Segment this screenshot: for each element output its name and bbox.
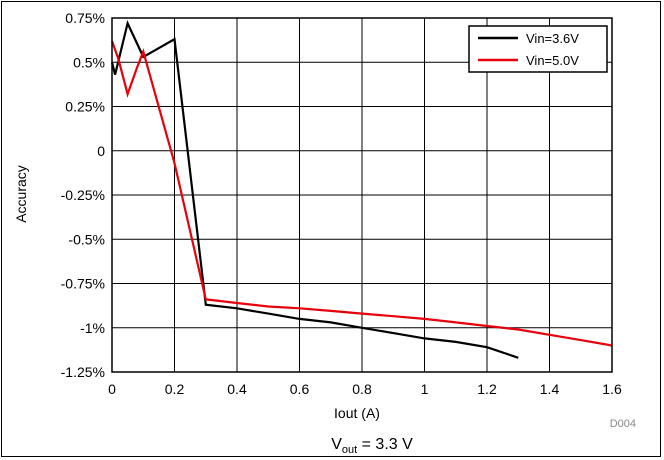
y-tick-label: -0.5% <box>68 231 105 247</box>
x-tick-label: 0.6 <box>290 381 310 397</box>
x-axis-label: Iout (A) <box>334 405 380 421</box>
caption: Vout = 3.3 V <box>331 436 413 456</box>
series-line-vin-5-0v <box>110 40 613 347</box>
y-tick-label: 0.5% <box>73 54 105 70</box>
y-tick-label: 0.25% <box>65 99 105 115</box>
y-tick-label: -0.75% <box>61 276 105 292</box>
x-tick-label: 0.2 <box>165 381 185 397</box>
legend-box <box>468 25 608 73</box>
series-lines <box>110 19 613 359</box>
y-tick-label: -1.25% <box>61 364 105 380</box>
y-tick-label: -0.25% <box>61 187 105 203</box>
y-tick-labels: 0.75% 0.5% 0.25% 0 -0.25% -0.5% -0.75% -1% -1.25… <box>61 10 106 380</box>
caption-subscript: out <box>342 444 357 456</box>
x-tick-label: 1 <box>421 381 429 397</box>
x-tick-label: 1.2 <box>477 381 497 397</box>
y-tick-label: 0 <box>97 143 105 159</box>
legend-label-vin-5-0v: Vin=5.0V <box>526 53 579 68</box>
y-tick-label: 0.75% <box>65 10 105 26</box>
x-tick-label: 0 <box>108 381 116 397</box>
figure-code: D004 <box>610 418 636 430</box>
caption-rest: = 3.3 V <box>357 436 413 453</box>
series-line-vin-3-6v <box>110 19 519 359</box>
x-tick-label: 0.4 <box>227 381 247 397</box>
legend: Vin=3.6V Vin=5.0V <box>468 25 608 73</box>
y-tick-label: -1% <box>80 320 105 336</box>
x-tick-label: 0.8 <box>352 381 372 397</box>
y-axis-label: Accuracy <box>13 165 29 223</box>
legend-label-vin-3-6v: Vin=3.6V <box>526 31 579 46</box>
x-tick-label: 1.6 <box>602 381 622 397</box>
x-tick-labels: 0 0.2 0.4 0.6 0.8 1 1.2 1.4 1.6 <box>108 381 622 397</box>
caption-main: V <box>331 436 342 453</box>
plot-border <box>111 17 613 373</box>
x-tick-label: 1.4 <box>540 381 560 397</box>
